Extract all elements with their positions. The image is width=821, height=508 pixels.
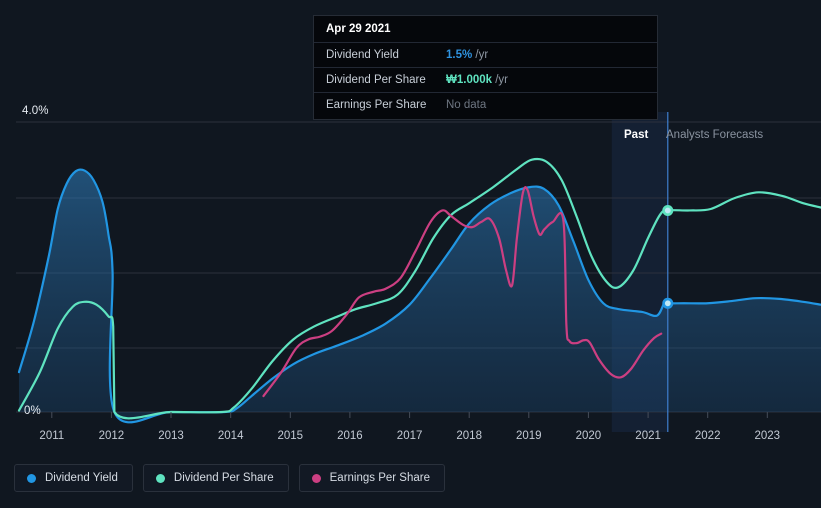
- legend-color-dot-icon: [311, 473, 321, 483]
- x-axis-label-2013: 2013: [158, 430, 184, 442]
- tooltip-value-dividend-per-share: ₩1.000k /yr: [446, 74, 508, 86]
- legend-color-dot-icon: [155, 473, 165, 483]
- chart-tooltip: Apr 29 2021 Dividend Yield 1.5% /yr Divi…: [313, 15, 658, 120]
- legend-item-earnings-per-share[interactable]: Earnings Per Share: [298, 464, 445, 492]
- x-axis-label-2016: 2016: [337, 430, 363, 442]
- tooltip-row-dividend-yield: Dividend Yield 1.5% /yr: [314, 42, 657, 67]
- plot-area[interactable]: [0, 0, 821, 455]
- forecast-marker-dividend-yield[interactable]: [663, 298, 673, 308]
- x-axis-label-2022: 2022: [694, 430, 721, 442]
- tooltip-value-dividend-yield: 1.5% /yr: [446, 49, 488, 61]
- x-axis-label-2012: 2012: [98, 430, 125, 442]
- x-axis-label-2011: 2011: [39, 430, 65, 442]
- x-axis-label-2018: 2018: [456, 430, 482, 442]
- tooltip-key-earnings-per-share: Earnings Per Share: [326, 99, 427, 111]
- x-axis-label-2020: 2020: [575, 430, 602, 442]
- forecast-period-label: Analysts Forecasts: [666, 129, 764, 141]
- x-axis: 2011 2012 2013 2014 2015 2016 2017 2018 2019 2020…: [0, 430, 821, 452]
- legend-item-dividend-yield[interactable]: Dividend Yield: [14, 464, 133, 492]
- chart-legend: Dividend Yield Dividend Per Share Earnings…: [14, 464, 445, 492]
- tooltip-value-earnings-per-share: No data: [446, 99, 487, 111]
- y-axis-label-min: 0%: [24, 405, 41, 417]
- x-axis-label-2023: 2023: [754, 430, 781, 442]
- y-axis-label-max: 4.0%: [22, 105, 49, 117]
- tooltip-key-dividend-per-share: Dividend Per Share: [326, 74, 426, 86]
- x-axis-label-2021: 2021: [635, 430, 661, 442]
- legend-label: Dividend Per Share: [173, 472, 274, 484]
- series-area-dividend-yield: [18, 169, 821, 423]
- past-period-label: Past: [624, 129, 649, 141]
- x-axis-label-2019: 2019: [516, 430, 542, 442]
- tooltip-unit-dividend-yield: /yr: [475, 49, 489, 61]
- x-axis-label-2017: 2017: [396, 430, 423, 442]
- x-axis-label-2014: 2014: [217, 430, 244, 442]
- tooltip-key-dividend-yield: Dividend Yield: [326, 49, 399, 61]
- legend-label: Dividend Yield: [45, 472, 118, 484]
- tooltip-unit-dividend-per-share: /yr: [495, 74, 509, 86]
- tooltip-date: Apr 29 2021: [326, 23, 391, 35]
- legend-color-dot-icon: [27, 473, 36, 483]
- legend-label: Earnings Per Share: [329, 472, 430, 484]
- tooltip-num-dividend-yield: 1.5%: [446, 49, 473, 61]
- legend-item-dividend-per-share[interactable]: Dividend Per Share: [142, 464, 289, 492]
- tooltip-num-dividend-per-share: ₩1.000k: [446, 74, 493, 86]
- series-line-earnings-per-share[interactable]: [262, 186, 663, 398]
- tooltip-row-earnings-per-share: Earnings Per Share No data: [314, 92, 657, 117]
- forecast-marker-dividend-per-share[interactable]: [663, 206, 673, 215]
- x-axis-label-2015: 2015: [277, 430, 304, 442]
- chart-canvas: [16, 112, 821, 432]
- tooltip-row-dividend-per-share: Dividend Per Share ₩1.000k /yr: [314, 67, 657, 92]
